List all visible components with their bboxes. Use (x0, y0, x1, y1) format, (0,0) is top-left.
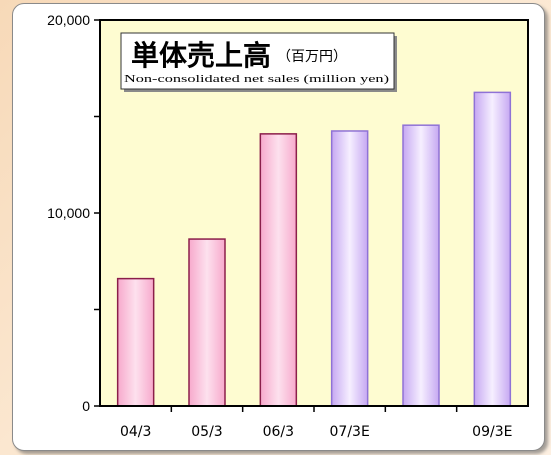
x-tick-label: 04/3 (120, 424, 151, 440)
bars-group (116, 91, 512, 407)
bar-09/3E (473, 91, 512, 407)
x-tick-label: 09/3E (472, 424, 512, 440)
chart-title-unit: （百万円） (277, 49, 347, 65)
axes-group: 0 10,000 20,000 04/3 05/3 06/3 07/3E 09/3E (47, 12, 528, 440)
y-tick-label: 20,000 (47, 12, 90, 28)
bar-07/3E (330, 130, 369, 407)
x-tick-label: 05/3 (191, 424, 222, 440)
x-tick-label: 07/3E (330, 424, 370, 440)
bar-item-5 (402, 124, 440, 407)
x-tick-label: 06/3 (263, 424, 294, 440)
chart-title: 単体売上高 (131, 39, 271, 72)
bar-05/3 (188, 238, 226, 407)
y-tick-label: 0 (82, 398, 90, 414)
bar-04/3 (116, 277, 155, 407)
title-box: 単体売上高 （百万円） Non-consolidated net sales (… (120, 32, 397, 92)
chart-subtitle: Non-consolidated net sales (million yen) (124, 73, 389, 85)
y-tick-label: 10,000 (47, 205, 90, 221)
bar-06/3 (259, 133, 298, 407)
